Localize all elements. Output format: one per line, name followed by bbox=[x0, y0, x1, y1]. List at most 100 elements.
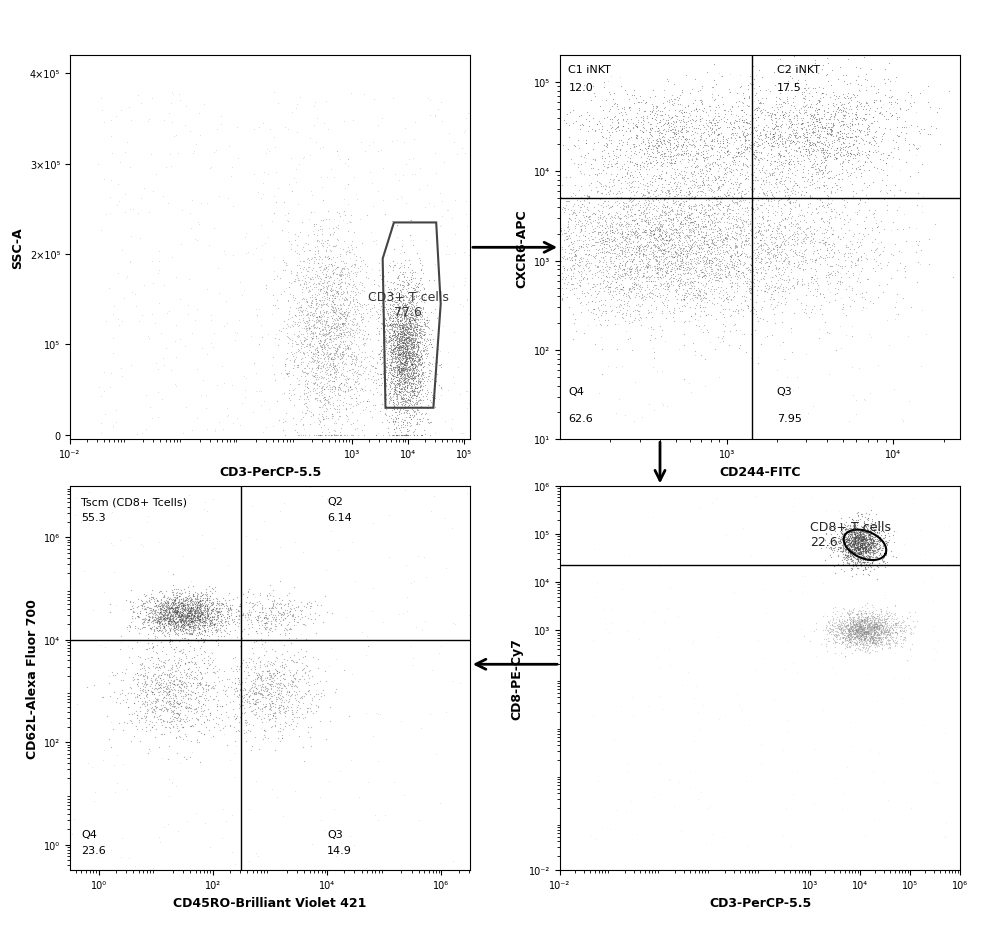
Point bbox=[869, 525, 885, 540]
Point bbox=[716, 145, 732, 160]
Point bbox=[867, 626, 883, 641]
Point bbox=[701, 99, 717, 114]
Point bbox=[162, 612, 178, 627]
Point bbox=[141, 594, 157, 609]
Point bbox=[178, 611, 194, 626]
Point bbox=[850, 129, 866, 144]
Point bbox=[674, 217, 690, 232]
Point bbox=[401, 351, 417, 366]
Point bbox=[587, 153, 603, 168]
Point bbox=[860, 642, 876, 657]
Point bbox=[250, 615, 266, 630]
Point bbox=[284, 679, 300, 694]
Point bbox=[234, 655, 250, 670]
Point bbox=[790, 232, 806, 247]
Point bbox=[148, 599, 164, 614]
Point bbox=[346, 329, 362, 344]
Point bbox=[620, 164, 636, 179]
Point bbox=[408, 407, 424, 422]
Point bbox=[662, 772, 678, 787]
Point bbox=[855, 532, 871, 547]
Point bbox=[856, 530, 872, 545]
Point bbox=[591, 221, 607, 236]
Point bbox=[805, 157, 821, 172]
Point bbox=[165, 592, 181, 607]
Point bbox=[301, 256, 317, 271]
Point bbox=[834, 131, 850, 146]
Point bbox=[149, 615, 165, 630]
Point bbox=[342, 349, 358, 364]
Point bbox=[684, 241, 700, 256]
Point bbox=[241, 651, 257, 665]
Point bbox=[631, 228, 647, 243]
Point bbox=[167, 595, 183, 610]
Point bbox=[269, 664, 285, 679]
Point bbox=[391, 377, 407, 392]
Point bbox=[127, 858, 143, 873]
Point bbox=[307, 346, 323, 361]
Point bbox=[767, 154, 783, 169]
Point bbox=[858, 624, 874, 639]
Point bbox=[134, 621, 150, 636]
Point bbox=[604, 112, 620, 127]
Point bbox=[152, 712, 168, 727]
Point bbox=[614, 582, 630, 597]
Point bbox=[395, 320, 411, 335]
Point bbox=[406, 292, 422, 307]
Point bbox=[604, 159, 620, 174]
Point bbox=[769, 281, 785, 296]
Point bbox=[670, 278, 686, 293]
Point bbox=[840, 87, 856, 102]
Point bbox=[655, 261, 671, 276]
Point bbox=[419, 412, 435, 427]
Point bbox=[178, 711, 194, 726]
Point bbox=[615, 270, 631, 285]
Point bbox=[397, 358, 413, 373]
Point bbox=[294, 689, 310, 704]
Point bbox=[179, 610, 195, 625]
Point bbox=[635, 109, 651, 124]
Point bbox=[842, 546, 858, 561]
Point bbox=[413, 307, 429, 322]
Point bbox=[390, 313, 406, 328]
Point bbox=[321, 326, 337, 341]
Point bbox=[389, 337, 405, 352]
Point bbox=[397, 413, 413, 428]
Point bbox=[819, 146, 835, 161]
Point bbox=[848, 529, 864, 544]
Point bbox=[927, 217, 943, 232]
Point bbox=[828, 152, 844, 167]
Point bbox=[857, 612, 873, 627]
Point bbox=[852, 192, 868, 207]
Point bbox=[177, 613, 193, 628]
Point bbox=[845, 623, 861, 638]
Point bbox=[276, 387, 292, 402]
Point bbox=[762, 124, 778, 139]
Point bbox=[280, 366, 296, 381]
Point bbox=[286, 614, 302, 629]
Point bbox=[769, 181, 785, 196]
Point bbox=[573, 149, 589, 164]
Point bbox=[613, 219, 629, 234]
Point bbox=[852, 537, 868, 552]
Point bbox=[148, 695, 164, 709]
Point bbox=[850, 523, 866, 538]
Point bbox=[106, 685, 122, 700]
Point bbox=[402, 304, 418, 319]
Point bbox=[166, 622, 182, 636]
Point bbox=[396, 309, 412, 324]
Point bbox=[312, 365, 328, 380]
Point bbox=[840, 525, 856, 540]
Point bbox=[693, 266, 709, 281]
Point bbox=[155, 691, 171, 706]
Point bbox=[384, 346, 400, 361]
Point bbox=[624, 271, 640, 285]
Point bbox=[386, 324, 402, 339]
Point bbox=[231, 724, 247, 739]
Point bbox=[669, 226, 685, 241]
Point bbox=[679, 244, 695, 259]
Point bbox=[867, 625, 883, 640]
Point bbox=[641, 139, 657, 154]
Point bbox=[678, 247, 694, 262]
Point bbox=[405, 358, 421, 373]
